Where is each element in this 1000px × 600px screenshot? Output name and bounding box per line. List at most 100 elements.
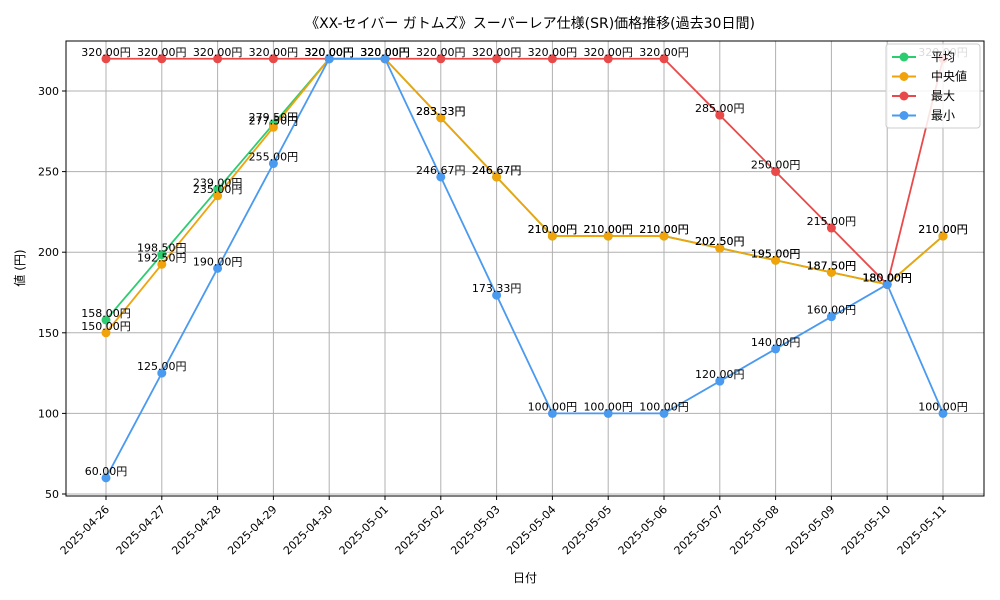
data-point: [436, 54, 446, 64]
data-point: [659, 408, 669, 418]
x-tick-label: 2025-04-27: [114, 503, 168, 557]
x-tick-label: 2025-05-11: [895, 503, 949, 557]
legend-marker: [899, 52, 909, 62]
data-point: [826, 223, 836, 233]
x-tick-label: 2025-05-05: [560, 503, 614, 557]
data-label: 100.00円: [639, 400, 689, 413]
data-label: 195.00円: [751, 247, 801, 260]
data-label: 285.00円: [695, 102, 745, 115]
data-label: 202.50円: [695, 235, 745, 248]
x-tick-label: 2025-05-01: [337, 503, 391, 557]
x-tick-label: 2025-04-28: [169, 503, 223, 557]
data-label: 210.00円: [583, 223, 633, 236]
data-label: 320.00円: [583, 46, 633, 59]
data-label: 195.00円: [751, 247, 801, 260]
y-tick-label: 200: [38, 246, 59, 259]
data-point: [547, 231, 557, 241]
legend-marker: [899, 91, 909, 101]
data-label: 320.00円: [528, 46, 578, 59]
data-label: 246.67円: [472, 164, 522, 177]
data-label: 246.67円: [416, 164, 466, 177]
data-label: 215.00円: [807, 215, 857, 228]
legend-marker: [899, 111, 909, 120]
data-label: 320.00円: [137, 46, 187, 59]
x-tick-label: 2025-05-10: [839, 503, 893, 557]
x-tick-label: 2025-05-02: [393, 503, 447, 557]
x-tick-label: 2025-05-04: [504, 503, 558, 557]
data-point: [547, 408, 557, 418]
data-label: 320.00円: [639, 46, 689, 59]
data-point: [101, 473, 111, 483]
data-label: 210.00円: [639, 223, 689, 236]
data-point: [659, 54, 669, 64]
data-point: [771, 255, 781, 265]
data-label: 320.00円: [360, 46, 410, 59]
data-point: [213, 184, 223, 194]
data-label: 277.50円: [249, 114, 299, 127]
data-label: 320.00円: [193, 46, 243, 59]
data-label: 320.00円: [81, 46, 131, 59]
x-tick-label: 2025-05-06: [616, 503, 670, 557]
data-point: [715, 376, 725, 386]
data-point: [492, 54, 502, 64]
data-point: [268, 122, 278, 132]
data-point: [603, 54, 613, 64]
data-label: 100.00円: [583, 400, 633, 413]
data-point: [771, 167, 781, 177]
legend-label: 平均: [931, 50, 955, 64]
y-axis-label: 値 (円): [12, 249, 27, 286]
data-point: [547, 54, 557, 64]
data-label: 246.67円: [472, 164, 522, 177]
data-label: 320.00円: [304, 46, 354, 59]
data-label: 283.33円: [416, 105, 466, 118]
series-line-3: [105, 57, 944, 479]
data-label: 210.00円: [639, 223, 689, 236]
legend-box: [885, 43, 981, 129]
y-tick-label: 50: [45, 488, 59, 501]
data-point: [324, 54, 334, 64]
data-label: 202.50円: [695, 235, 745, 248]
data-label: 250.00円: [751, 159, 801, 172]
data-label: 180.00円: [862, 271, 912, 284]
data-point: [603, 408, 613, 418]
series-markers: [101, 54, 948, 483]
series-lines: [105, 57, 944, 479]
data-point: [268, 54, 278, 64]
data-point: [101, 328, 111, 338]
data-label: 255.00円: [249, 151, 299, 164]
y-tick-label: 300: [38, 85, 59, 98]
data-point: [715, 243, 725, 253]
y-axis-ticks: 50 100 150 200 250 300: [38, 85, 66, 501]
data-point: [659, 231, 669, 241]
series-line-1: [105, 57, 944, 334]
legend-label: 中央値: [931, 69, 967, 84]
data-point: [157, 54, 167, 64]
data-label: 173.33円: [472, 282, 522, 295]
x-tick-label: 2025-05-07: [672, 503, 726, 557]
data-point: [213, 263, 223, 273]
data-point: [938, 408, 948, 418]
data-label: 210.00円: [528, 223, 578, 236]
data-point: [938, 231, 948, 241]
data-label: 320.00円: [360, 46, 410, 59]
data-label: 210.00円: [918, 223, 968, 236]
data-label: 180.00円: [862, 271, 912, 284]
data-point: [771, 344, 781, 354]
data-point: [826, 312, 836, 322]
data-label: 320.00円: [472, 46, 522, 59]
data-label: 320.00円: [304, 46, 354, 59]
data-label: 210.00円: [918, 223, 968, 236]
data-label: 120.00円: [695, 368, 745, 381]
data-label: 235.00円: [193, 183, 243, 196]
data-point: [436, 113, 446, 123]
data-label: 190.00円: [193, 255, 243, 268]
data-point: [268, 159, 278, 169]
data-label: 100.00円: [918, 400, 968, 413]
data-label: 187.50円: [807, 259, 857, 272]
data-label: 192.50円: [137, 251, 187, 264]
legend-label: 最大: [931, 89, 955, 103]
data-labels: 158.00円 198.50円 239.00円 279.50円 320.00円 320.0…: [81, 46, 968, 478]
legend-marker: [899, 72, 909, 81]
